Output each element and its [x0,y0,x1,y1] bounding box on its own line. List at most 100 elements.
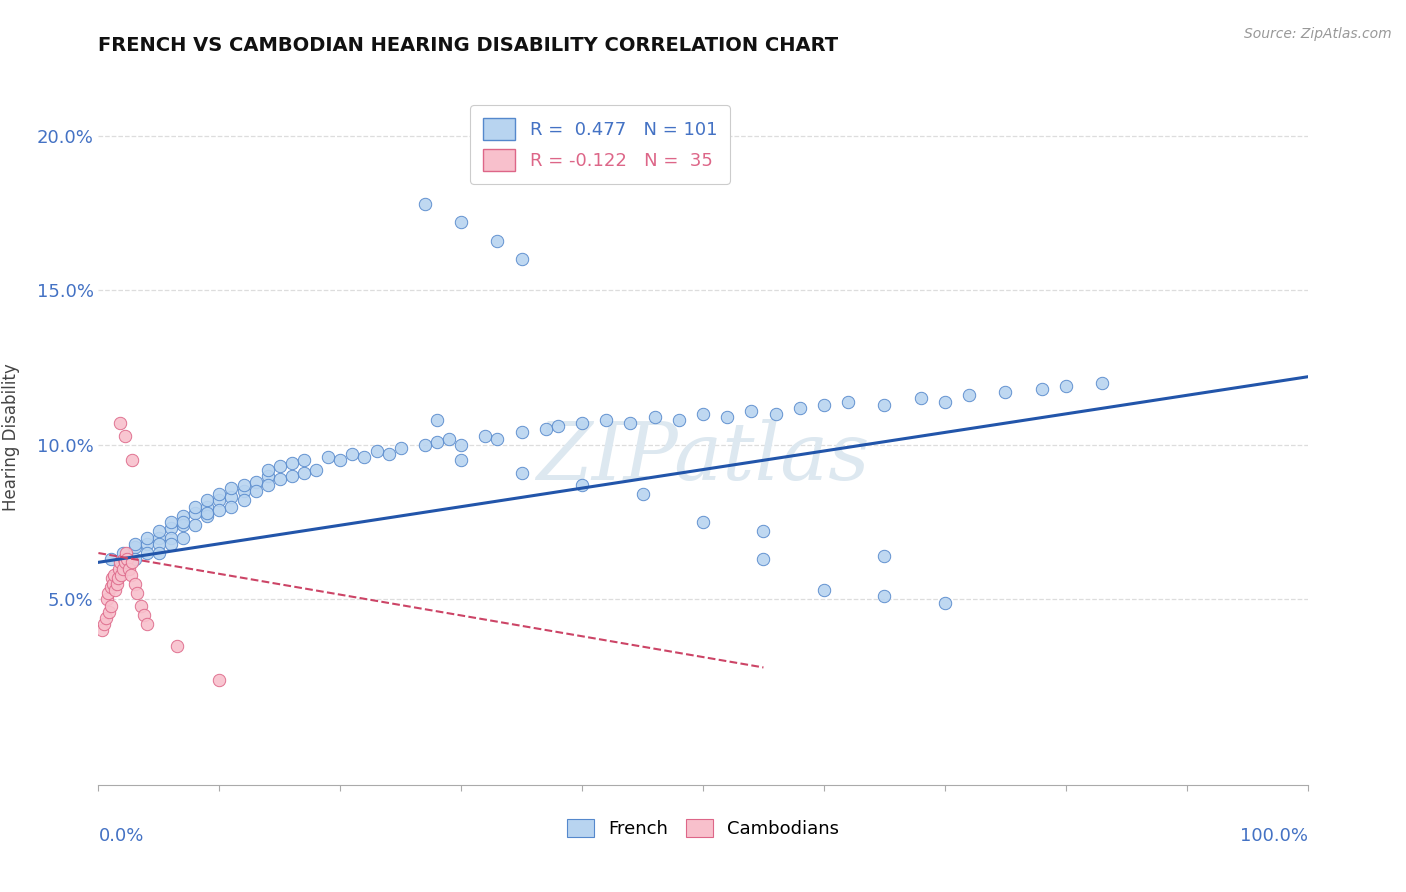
Point [547,419,569,434]
Point [571,478,593,492]
Point [124,552,146,566]
Point [221,500,243,514]
Point [510,425,533,440]
Point [353,450,375,465]
Point [103,567,125,582]
Point [281,456,304,470]
Point [107,571,129,585]
Point [114,555,136,569]
Point [256,468,278,483]
Point [450,215,472,229]
Point [117,552,139,566]
Point [160,531,183,545]
Point [281,468,304,483]
Point [595,413,617,427]
Point [873,398,896,412]
Point [111,561,134,575]
Point [134,607,156,622]
Point [101,577,124,591]
Point [121,555,143,569]
Point [752,552,775,566]
Point [120,567,142,582]
Point [94,611,117,625]
Point [765,407,787,421]
Point [256,462,278,476]
Point [426,434,449,449]
Point [269,472,291,486]
Point [148,537,170,551]
Point [108,561,131,575]
Point [813,583,835,598]
Point [195,500,218,514]
Point [166,639,188,653]
Text: FRENCH VS CAMBODIAN HEARING DISABILITY CORRELATION CHART: FRENCH VS CAMBODIAN HEARING DISABILITY C… [98,36,838,54]
Point [124,540,146,554]
Point [184,500,207,514]
Point [160,521,183,535]
Point [208,487,231,501]
Point [366,444,388,458]
Point [172,518,194,533]
Point [426,413,449,427]
Point [172,515,194,529]
Point [172,531,194,545]
Point [1054,379,1077,393]
Point [208,493,231,508]
Point [292,466,315,480]
Point [256,478,278,492]
Point [450,453,472,467]
Point [934,595,956,609]
Point [208,502,231,516]
Point [108,416,131,430]
Point [232,484,254,499]
Point [692,515,714,529]
Point [474,428,496,442]
Point [1031,382,1053,396]
Point [692,407,714,421]
Text: 0.0%: 0.0% [98,827,143,845]
Point [873,590,896,604]
Point [184,506,207,520]
Point [668,413,690,427]
Point [124,537,146,551]
Point [910,392,932,406]
Point [716,409,738,424]
Point [195,506,218,520]
Point [98,605,121,619]
Point [104,583,127,598]
Point [221,481,243,495]
Point [389,441,412,455]
Point [740,404,762,418]
Point [108,555,131,569]
Point [619,416,641,430]
Point [208,673,231,687]
Point [245,484,267,499]
Point [115,546,138,560]
Point [148,524,170,539]
Point [486,432,509,446]
Point [135,531,157,545]
Text: 100.0%: 100.0% [1240,827,1308,845]
Point [232,493,254,508]
Point [100,571,122,585]
Point [269,459,291,474]
Point [114,428,136,442]
Point [195,508,218,523]
Point [135,617,157,632]
Point [813,398,835,412]
Point [160,537,183,551]
Point [111,546,134,560]
Text: Source: ZipAtlas.com: Source: ZipAtlas.com [1244,27,1392,41]
Point [100,580,122,594]
Legend: French, Cambodians: French, Cambodians [560,812,846,846]
Point [135,546,157,560]
Point [450,438,472,452]
Point [377,447,399,461]
Point [329,453,352,467]
Point [752,524,775,539]
Point [97,586,120,600]
Point [184,518,207,533]
Point [486,234,509,248]
Point [172,508,194,523]
Point [93,617,115,632]
